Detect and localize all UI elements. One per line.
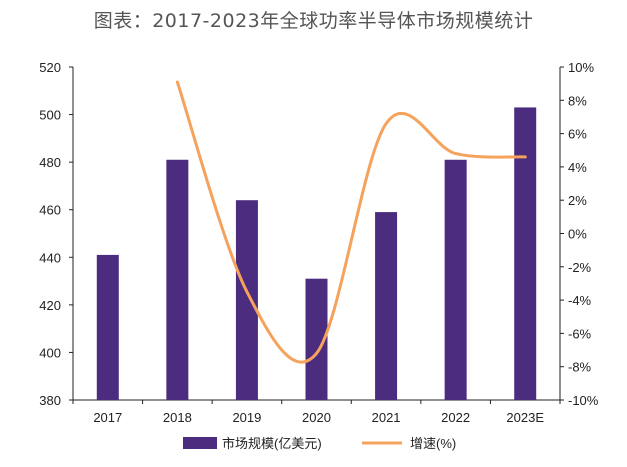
chart-title: 图表：2017-2023年全球功率半导体市场规模统计: [93, 10, 534, 32]
y-left-tick-label: 520: [39, 60, 61, 75]
y-right-tick-label: 8%: [568, 93, 587, 108]
y-left-tick-label: 460: [39, 203, 61, 218]
bar-2021: [375, 212, 398, 400]
bar-2019: [235, 200, 258, 400]
x-tick-label-2018: 2018: [163, 410, 192, 425]
y-right-tick-label: -2%: [568, 260, 592, 275]
growth-line: [175, 80, 527, 364]
y-right-tick-label: 2%: [568, 193, 587, 208]
bar-2020: [305, 278, 328, 400]
y-right-tick-label: 4%: [568, 160, 587, 175]
y-right-tick-label: -6%: [568, 326, 592, 341]
y-left-tick-label: 420: [39, 298, 61, 313]
y-left-tick-label: 500: [39, 108, 61, 123]
x-tick-label-2020: 2020: [302, 410, 331, 425]
y-right-tick-label: 6%: [568, 127, 587, 142]
bar-2017: [96, 254, 119, 400]
y-left-tick-label: 400: [39, 345, 61, 360]
x-tick-label-2023E: 2023E: [506, 410, 544, 425]
x-tick-label-2019: 2019: [232, 410, 261, 425]
y-left-tick-label: 380: [39, 393, 61, 408]
y-right-tick-label: -8%: [568, 360, 592, 375]
x-tick-label-2017: 2017: [93, 410, 122, 425]
x-tick-label-2021: 2021: [372, 410, 401, 425]
bar-2022: [444, 159, 467, 400]
y-left-tick-label: 480: [39, 155, 61, 170]
bar-2018: [166, 159, 189, 400]
legend-swatch-bar: [183, 437, 217, 449]
y-right-tick-label: -4%: [568, 293, 592, 308]
y-right-tick-label: 0%: [568, 227, 587, 242]
y-right-tick-label: 10%: [568, 60, 594, 75]
legend-label-line: 增速(%): [410, 436, 456, 451]
y-left-tick-label: 440: [39, 250, 61, 265]
bar-2023E: [514, 107, 537, 400]
legend-label-bar: 市场规模(亿美元): [222, 436, 322, 451]
y-right-tick-label: -10%: [568, 393, 599, 408]
x-tick-label-2022: 2022: [441, 410, 470, 425]
